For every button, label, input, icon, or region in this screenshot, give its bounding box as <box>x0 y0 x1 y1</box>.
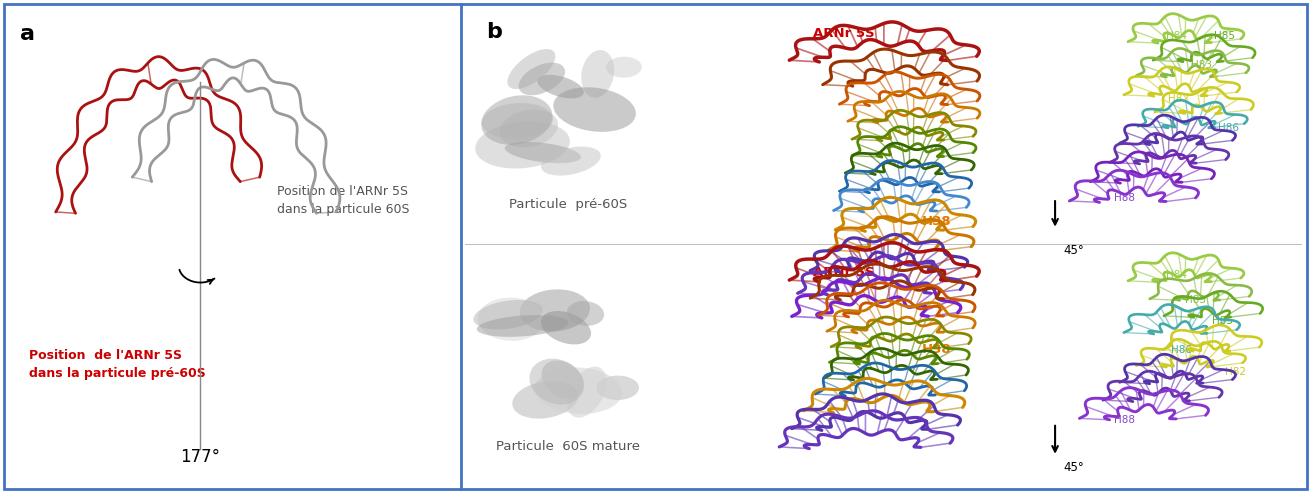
Text: H86: H86 <box>1218 123 1239 133</box>
Text: 45°: 45° <box>1063 461 1084 474</box>
Text: H83: H83 <box>1192 60 1213 70</box>
Ellipse shape <box>513 381 578 419</box>
Ellipse shape <box>535 367 623 414</box>
Ellipse shape <box>473 300 543 329</box>
Text: 45°: 45° <box>1063 244 1084 257</box>
Text: H38: H38 <box>922 343 950 356</box>
Text: H85: H85 <box>1213 317 1234 326</box>
Text: Particule  60S mature: Particule 60S mature <box>497 440 640 453</box>
Text: Position de l'ARNr 5S
dans la particule 60S: Position de l'ARNr 5S dans la particule … <box>277 185 409 216</box>
Text: ARNr 5S: ARNr 5S <box>813 266 874 279</box>
Ellipse shape <box>566 301 604 326</box>
Text: H38: H38 <box>922 215 950 228</box>
Ellipse shape <box>541 146 600 176</box>
Ellipse shape <box>541 311 591 345</box>
Ellipse shape <box>597 376 638 400</box>
Text: a: a <box>20 24 35 44</box>
Text: H85: H85 <box>1214 32 1235 41</box>
Ellipse shape <box>530 358 583 405</box>
Text: Particule  pré-60S: Particule pré-60S <box>509 198 628 211</box>
Text: H88: H88 <box>1113 193 1134 203</box>
Text: 177°: 177° <box>181 448 220 466</box>
Ellipse shape <box>481 103 553 139</box>
Ellipse shape <box>581 50 614 98</box>
Text: H84: H84 <box>1167 271 1188 281</box>
Ellipse shape <box>541 360 583 398</box>
Ellipse shape <box>553 87 636 132</box>
Ellipse shape <box>477 298 545 341</box>
Ellipse shape <box>499 109 558 147</box>
Ellipse shape <box>475 121 570 169</box>
Text: H82: H82 <box>1168 94 1189 104</box>
Ellipse shape <box>538 75 583 99</box>
Text: Position  de l'ARNr 5S
dans la particule pré-60S: Position de l'ARNr 5S dans la particule … <box>29 350 206 381</box>
Text: ARNr 5S: ARNr 5S <box>813 27 874 39</box>
Ellipse shape <box>568 367 607 418</box>
Text: H83: H83 <box>1185 295 1206 305</box>
Ellipse shape <box>519 63 565 95</box>
Ellipse shape <box>519 289 590 331</box>
Ellipse shape <box>507 49 556 89</box>
Ellipse shape <box>505 142 581 163</box>
Text: b: b <box>486 22 502 42</box>
Text: H82: H82 <box>1224 367 1245 377</box>
Text: H86: H86 <box>1171 346 1192 355</box>
Ellipse shape <box>606 57 642 78</box>
Ellipse shape <box>481 95 552 145</box>
Text: H84: H84 <box>1167 32 1188 41</box>
Text: H88: H88 <box>1113 416 1134 425</box>
Ellipse shape <box>477 315 569 337</box>
